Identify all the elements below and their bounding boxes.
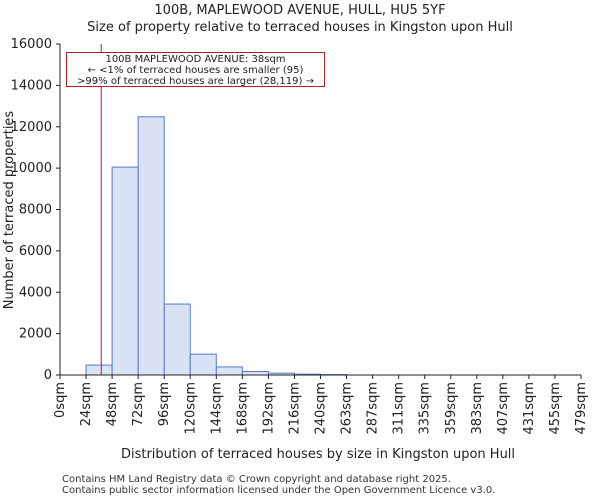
chart-title: Size of property relative to terraced ho… [87,20,513,35]
chart-title-address: 100B, MAPLEWOOD AVENUE, HULL, HU5 5YF [154,3,446,18]
x-tick-label: 263sqm [340,382,355,435]
annotation-line-3: >99% of terraced houses are larger (28,1… [77,76,314,87]
x-axis-label: Distribution of terraced houses by size … [121,447,515,462]
x-tick-label: 24sqm [79,382,94,426]
y-tick-label: 6000 [19,244,52,259]
y-tick-label: 12000 [11,120,52,135]
x-tick-label: 192sqm [261,382,276,435]
x-tick-label: 359sqm [444,382,459,435]
y-tick-label: 4000 [19,285,52,300]
x-tick-label: 240sqm [314,382,329,435]
histogram-bar [215,366,243,376]
x-tick-label: 48sqm [105,382,120,426]
x-tick-label: 168sqm [235,382,250,435]
y-tick-label: 0 [44,368,52,383]
x-tick-label: 455sqm [548,382,563,435]
y-tick-label: 10000 [11,161,52,176]
histogram-bar [111,166,139,376]
x-tick-label: 96sqm [157,382,172,426]
x-tick-label: 120sqm [183,382,198,435]
y-tick-label: 14000 [11,78,52,93]
footer-copyright: Contains HM Land Registry data © Crown c… [62,474,451,485]
y-axis-label: Number of terraced properties [2,111,17,310]
histogram-bar [137,116,165,376]
histogram-bar [241,370,269,376]
x-tick-label: 407sqm [496,382,511,435]
x-tick-label: 72sqm [131,382,146,426]
y-tick-label: 2000 [19,327,52,342]
x-tick-label: 335sqm [418,382,433,435]
x-tick-label: 311sqm [392,382,407,435]
y-tick-label: 16000 [11,37,52,52]
x-tick-label: 144sqm [209,382,224,435]
x-tick-label: 216sqm [287,382,302,435]
annotation-line-1: 100B MAPLEWOOD AVENUE: 38sqm [105,54,286,65]
x-tick-label: 479sqm [574,382,589,435]
histogram-bar [163,303,191,376]
x-tick-label: 0sqm [53,382,68,418]
annotation-line-2: ← <1% of terraced houses are smaller (95… [87,65,304,76]
histogram-bar [85,364,113,376]
marker-annotation-box: 100B MAPLEWOOD AVENUE: 38sqm ← <1% of te… [66,52,325,87]
histogram-bar [189,353,217,376]
y-tick-label: 8000 [19,203,52,218]
footer-licence: Contains public sector information licen… [62,485,496,496]
x-tick-label: 431sqm [522,382,537,435]
x-tick-label: 287sqm [366,382,381,435]
x-tick-label: 383sqm [470,382,485,435]
